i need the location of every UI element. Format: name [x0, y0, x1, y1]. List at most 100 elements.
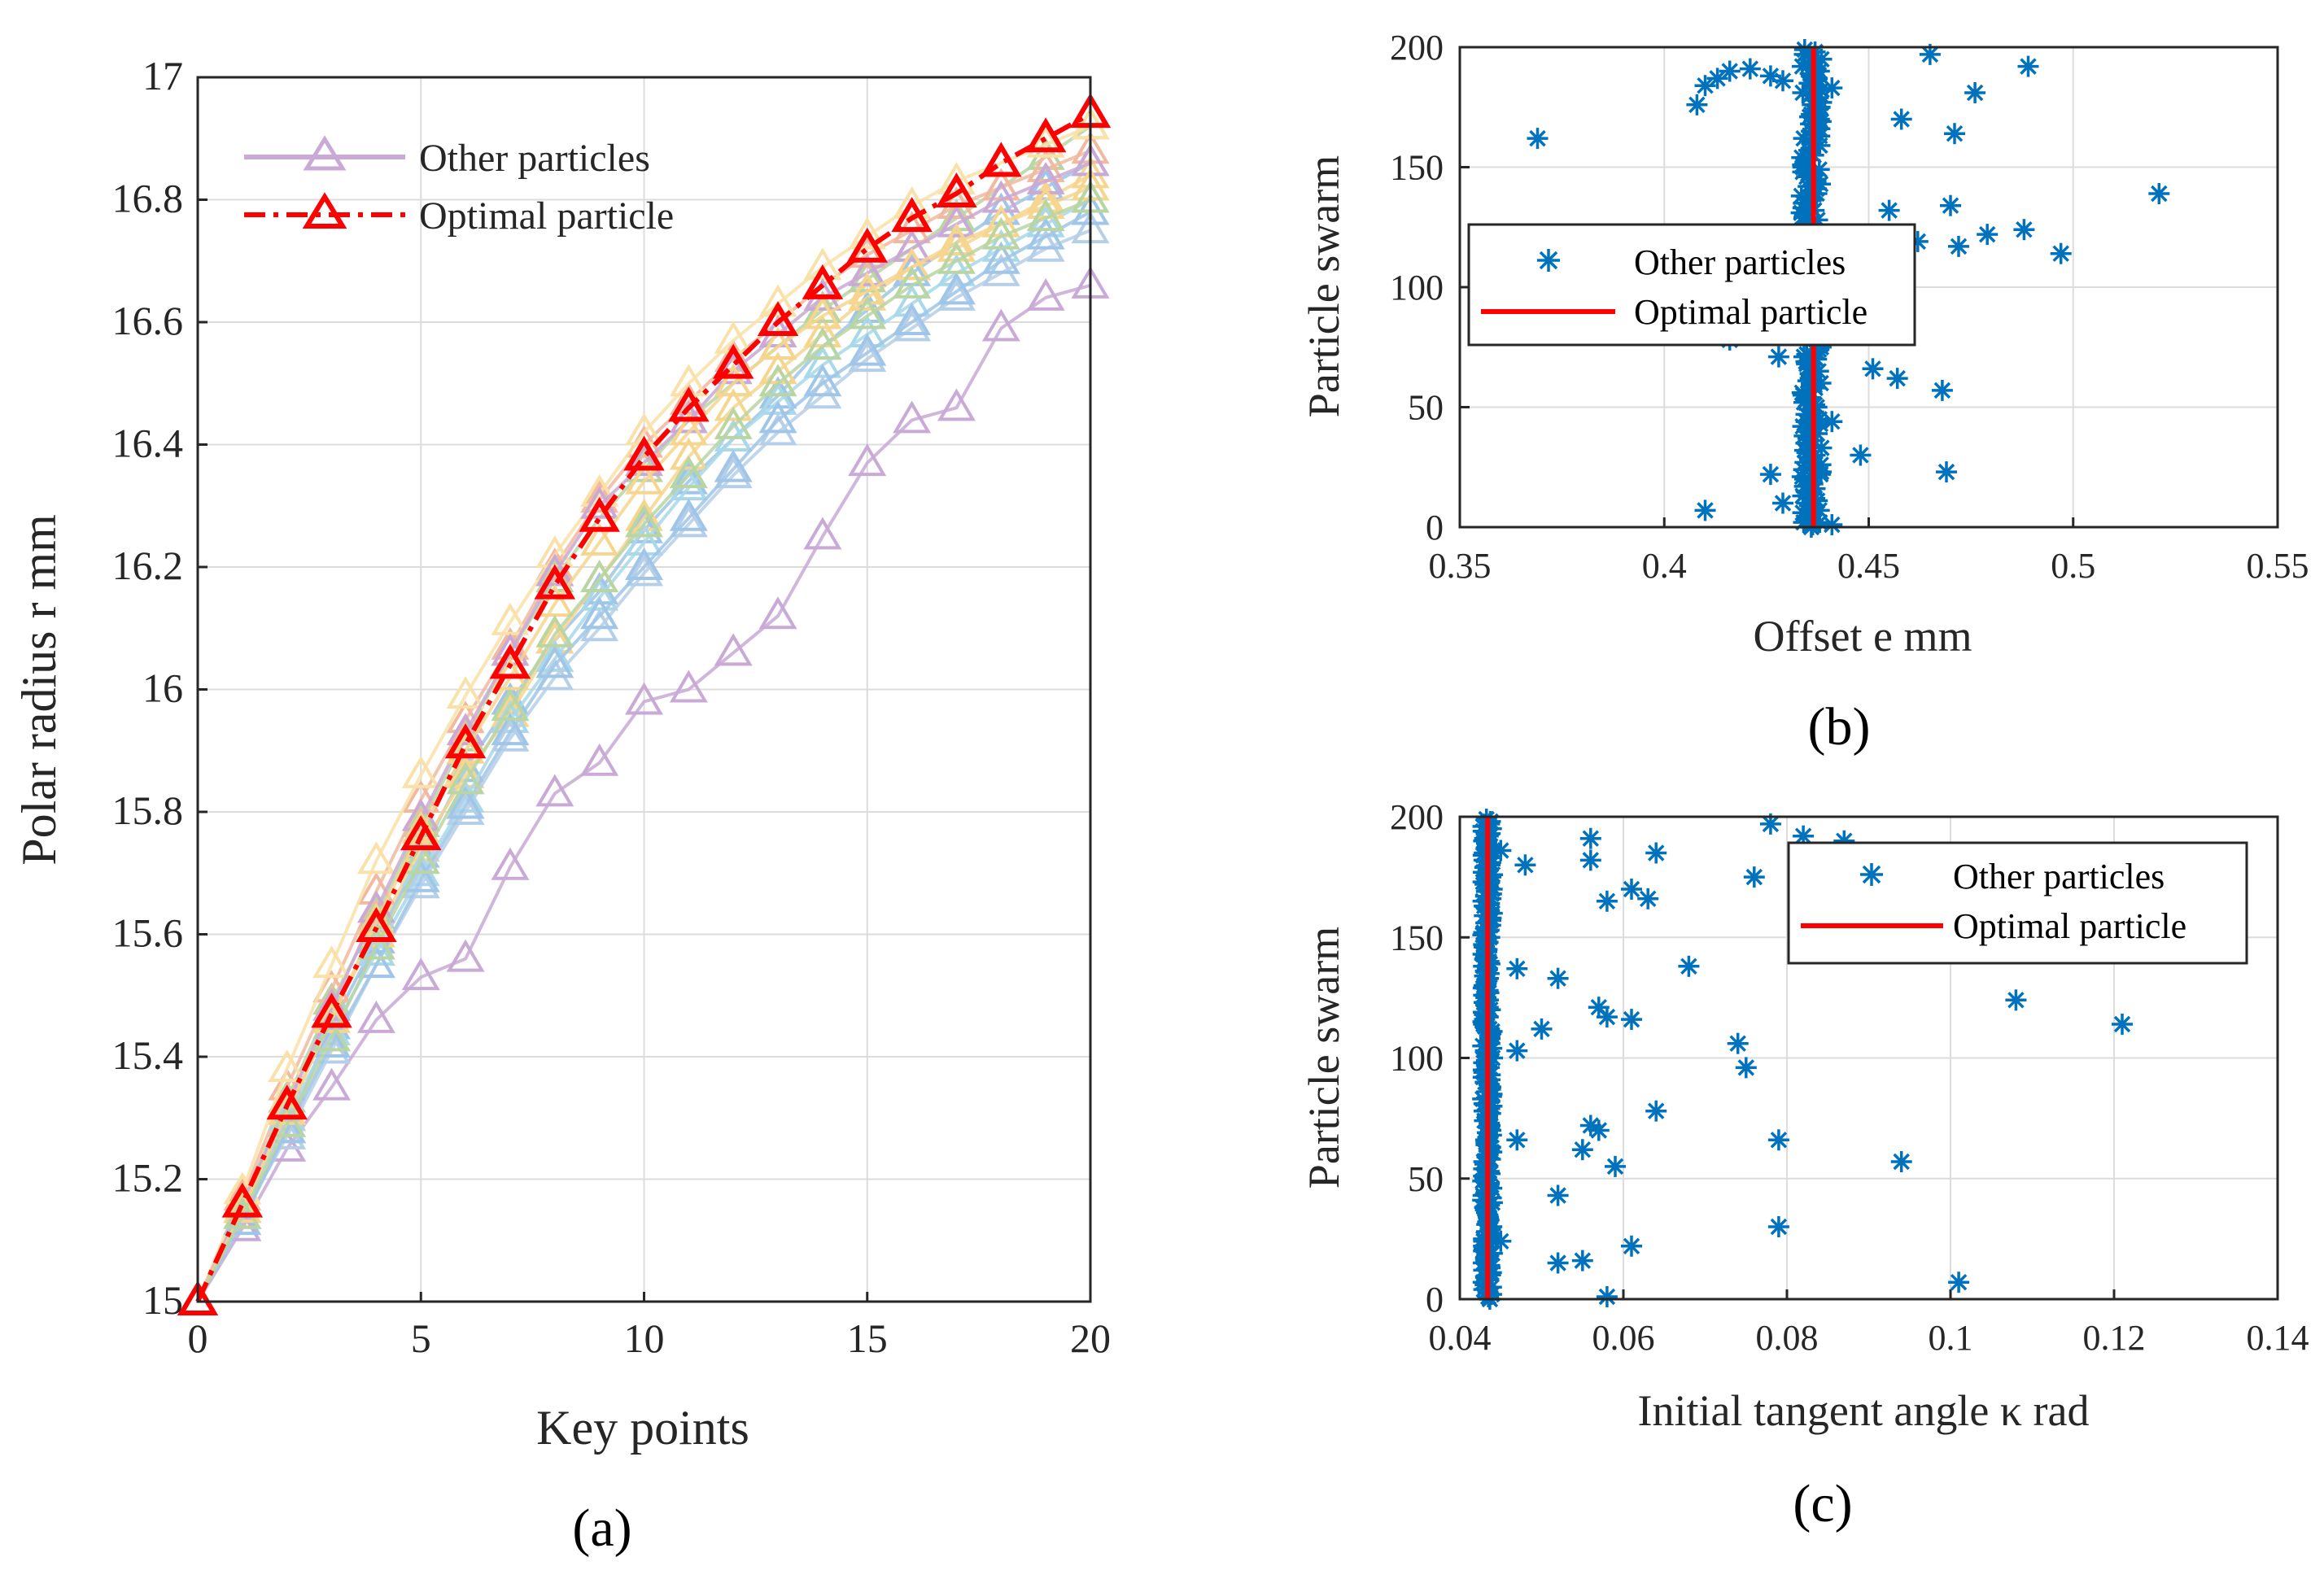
other-particle-marker	[848, 443, 887, 477]
panel-b-caption: (b)	[1808, 697, 1871, 757]
other-particle-marker	[893, 229, 932, 262]
outlier-point	[1767, 1129, 1789, 1151]
tick-label-y-2: 100	[1390, 1039, 1444, 1079]
outlier-point	[1621, 879, 1642, 900]
other-particle-marker	[1026, 277, 1065, 311]
outlier-point	[1719, 60, 1741, 82]
outlier-point	[1527, 128, 1549, 150]
outlier-point	[1621, 1235, 1642, 1257]
panel-a-optimal-particle	[177, 93, 1112, 1315]
panel-c-xlabel: Initial tangent angle κ rad	[1637, 1386, 2089, 1435]
optimal-particle-marker	[444, 723, 487, 759]
outlier-point	[2017, 55, 2039, 77]
other-particle-marker	[848, 296, 887, 329]
legend-b-optimal-label: Optimal particle	[1634, 292, 1868, 332]
outlier-point	[1936, 461, 1957, 483]
outlier-point	[1727, 1032, 1749, 1054]
other-particle-marker	[580, 522, 619, 556]
outlier-point	[2112, 1014, 2133, 1035]
other-particle-marker	[669, 504, 708, 538]
outlier-point	[1490, 840, 1512, 861]
other-particle-marker	[401, 957, 440, 991]
legend-b-other-label: Other particles	[1634, 242, 1846, 282]
legend-optimal-marker	[302, 192, 347, 229]
tick-label-y-4: 15.8	[112, 787, 184, 833]
other-particle-marker	[312, 945, 352, 979]
legend-c-other-marker	[1860, 863, 1883, 886]
other-particle-marker	[893, 303, 932, 335]
other-particle-marker	[580, 743, 619, 776]
outlier-point	[1678, 955, 1700, 977]
tick-label-x-4: 0.55	[2247, 546, 2309, 586]
outlier-point	[1821, 411, 1843, 433]
outlier-point	[1743, 866, 1765, 888]
outlier-point	[2005, 989, 2027, 1011]
tick-label-x-0: 0.35	[1429, 546, 1492, 586]
other-particle-marker	[893, 265, 932, 299]
outlier-point	[2050, 242, 2072, 264]
other-particle-marker	[491, 847, 530, 880]
tick-label-x-0: 0.04	[1429, 1318, 1492, 1358]
outlier-point	[1571, 1250, 1593, 1271]
tick-label-y-0: 0	[1426, 1280, 1444, 1319]
tick-label-y-8: 16.6	[112, 298, 184, 343]
panel-b-xlabel: Offset e mm	[1754, 612, 1972, 661]
panel-b: 0.35 0.4 0.45 0.5 0.55 0 50 100 150 200 Other par…	[1300, 28, 2309, 757]
outlier-point	[1605, 1155, 1626, 1177]
other-particle-marker	[535, 774, 574, 807]
other-particle-marker	[625, 682, 663, 715]
tick-label-y-3: 150	[1390, 148, 1444, 188]
panel-a-caption: (a)	[572, 1498, 631, 1558]
outlier-point	[1506, 1040, 1528, 1062]
other-particle-marker	[268, 1049, 307, 1083]
other-particle-marker	[625, 547, 663, 580]
optimal-particle-marker	[221, 1182, 264, 1218]
tick-label-y-1: 15.2	[112, 1155, 184, 1201]
outlier-point	[1579, 827, 1601, 849]
optimal-particle-marker	[623, 435, 665, 471]
outlier-point	[1759, 464, 1781, 486]
panel-b-ticks: 0.35 0.4 0.45 0.5 0.55 0 50 100 150 200	[1390, 28, 2309, 586]
panel-b-ylabel: Particle swarm	[1300, 155, 1348, 417]
other-particle-marker	[714, 406, 753, 439]
outlier-point	[1772, 492, 1793, 514]
panel-b-legend: Other particles Optimal particle	[1467, 223, 1916, 347]
other-particle-marker	[580, 596, 619, 630]
other-particle-marker	[312, 1018, 352, 1052]
tick-label-y-7: 16.4	[112, 421, 184, 466]
other-particle-marker	[625, 504, 663, 538]
outlier-point	[1821, 514, 1843, 535]
tick-label-x-2: 10	[624, 1315, 665, 1361]
tick-label-y-3: 15.6	[112, 910, 184, 956]
outlier-point	[1767, 1216, 1789, 1237]
outlier-point	[1686, 94, 1708, 116]
other-particle-marker	[446, 792, 485, 825]
panel-a-ticks: 0 5 10 15 20 15 15.2 15.4 15.6 15.8 16 16.2 16.4 16.6…	[112, 53, 1112, 1361]
panel-c-legend-box	[1787, 841, 2248, 965]
tick-label-x-2: 0.08	[1756, 1318, 1819, 1358]
optimal-particle-marker	[936, 172, 977, 207]
outlier-point	[1878, 199, 1900, 221]
tick-label-y-0: 0	[1426, 508, 1444, 547]
tick-label-x-1: 0.06	[1592, 1318, 1655, 1358]
outlier-point	[1890, 108, 1912, 130]
outlier-point	[1588, 997, 1610, 1018]
legend-c-optimal-label: Optimal particle	[1953, 906, 2186, 946]
other-particle-marker	[937, 388, 976, 421]
optimal-particle-marker	[981, 142, 1022, 177]
outlier-point	[1645, 1100, 1667, 1122]
tick-label-x-3: 15	[847, 1315, 888, 1361]
other-particle-marker	[223, 1190, 262, 1224]
outlier-point	[1571, 1139, 1593, 1161]
outlier-point	[1621, 1009, 1642, 1031]
outlier-point	[1694, 499, 1716, 521]
tick-label-y-4: 200	[1390, 797, 1444, 837]
panel-a-ylabel: Polar radius r mm	[12, 514, 66, 866]
optimal-particle-marker	[489, 643, 531, 679]
other-particle-marker	[312, 1067, 352, 1101]
other-particle-marker	[669, 412, 708, 446]
optimal-particle-marker	[534, 564, 576, 600]
other-particle-marker	[669, 498, 708, 531]
outlier-point	[1637, 888, 1659, 909]
